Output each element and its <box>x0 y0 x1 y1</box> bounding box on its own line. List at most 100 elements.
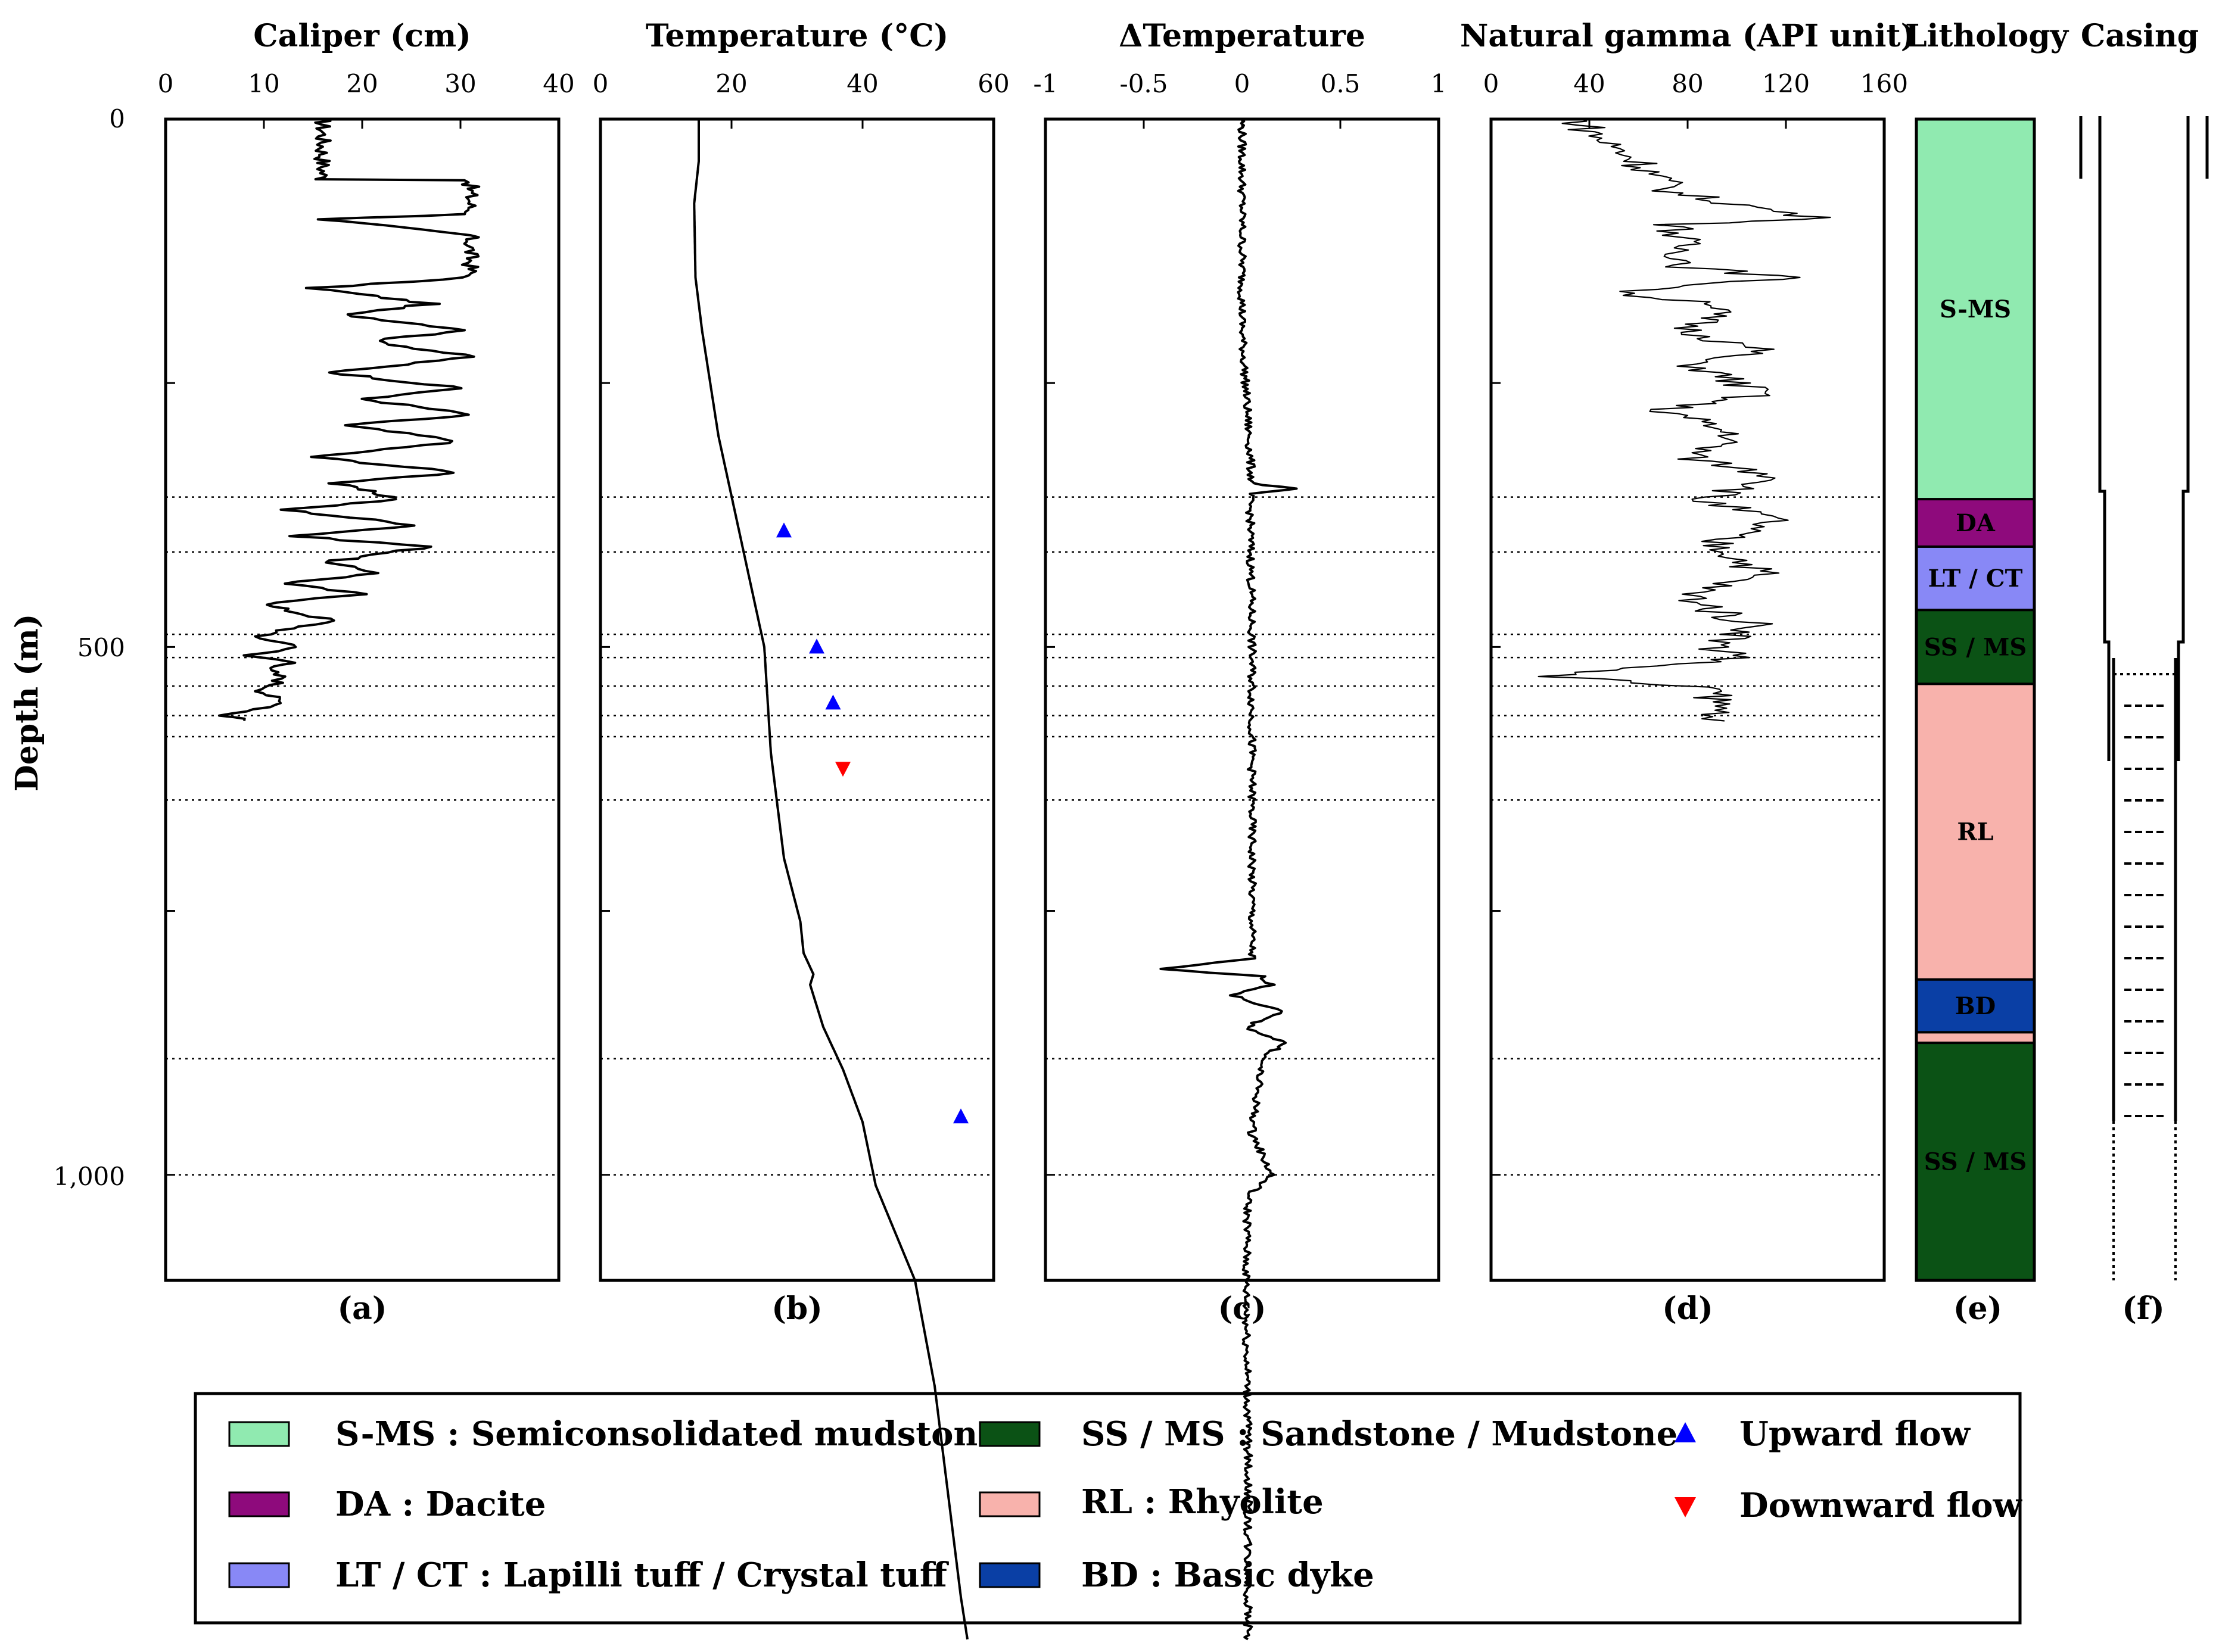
track-title: Lithology <box>1905 18 2069 54</box>
x-axis-ticks: 0 10 20 30 40 <box>158 69 575 1176</box>
casing-left-wall <box>2098 116 2111 761</box>
legend-label: BD : Basic dyke <box>1081 1556 1374 1595</box>
depth-guides <box>600 496 994 1176</box>
legend-label: RL : Rhyolite <box>1081 1482 1324 1522</box>
lithology-layer <box>1915 1042 2036 1282</box>
x-tick-label: 40 <box>1573 69 1605 98</box>
lithology-layer <box>1915 682 2036 981</box>
depth-tick-label: 1,000 <box>54 1162 125 1191</box>
depth-tick-label: 0 <box>109 104 125 133</box>
legend-swatch-s-ms <box>228 1421 290 1447</box>
lithology-layer <box>1915 118 2036 501</box>
downward-flow-marker <box>835 762 851 777</box>
legend-swatch-rl <box>979 1491 1041 1517</box>
panel-label: (e) <box>1953 1291 2002 1327</box>
track-title: Caliper (cm) <box>253 18 471 54</box>
x-tick-label: 120 <box>1762 69 1810 98</box>
upward-flow-marker <box>825 694 841 710</box>
track-natural-gamma: Natural gamma (API unit) 0 40 80 120 160 (d) <box>1460 18 1915 1327</box>
track-title: ΔTemperature <box>1119 18 1365 54</box>
x-tick-label: 10 <box>248 69 279 98</box>
legend-swatch-bd <box>979 1562 1041 1588</box>
casing-diagram <box>2079 116 2209 1280</box>
legend-label: Downward flow <box>1739 1486 2023 1525</box>
track-title: Temperature (°C) <box>646 18 948 54</box>
x-axis-ticks: 0 40 80 120 160 <box>1483 69 1908 1176</box>
x-tick-label: -0.5 <box>1120 69 1168 98</box>
temperature-curve <box>693 119 969 1639</box>
x-tick-label: 60 <box>978 69 1009 98</box>
track-lithology: Lithology S-MS DA LT / CT SS / MS RL BD SS / M… <box>1905 18 2069 1327</box>
flow-markers <box>776 522 969 1124</box>
x-tick-label: 0 <box>1234 69 1250 98</box>
panel-label: (b) <box>771 1291 823 1327</box>
track-frame <box>164 117 561 1282</box>
delta-temperature-curve <box>1159 118 1298 1641</box>
x-axis-ticks: 0 20 40 60 <box>593 69 1010 1176</box>
lithology-layer-label: LT / CT <box>1928 565 2023 593</box>
track-caliper: Caliper (cm) 0 10 20 30 40 (a) <box>158 18 575 1327</box>
x-tick-label: 1 <box>1431 69 1447 98</box>
x-tick-label: -1 <box>1034 69 1058 98</box>
x-tick-label: 30 <box>444 69 476 98</box>
x-tick-label: 0 <box>593 69 609 98</box>
natural-gamma-curve <box>1538 118 1831 722</box>
legend-box <box>194 1392 2022 1625</box>
track-frame <box>1915 117 2036 1282</box>
legend-label: S-MS : Semiconsolidated mudstone <box>335 1414 999 1454</box>
legend-label: DA : Dacite <box>335 1485 546 1524</box>
lithology-layer-label: SS / MS <box>1924 633 2027 661</box>
legend-swatch-lt-ct <box>228 1562 290 1588</box>
upward-flow-icon <box>1675 1422 1696 1442</box>
lithology-layer <box>1915 1031 2036 1045</box>
track-delta-temperature: ΔTemperature -1 -0.5 0 0.5 1 (c) <box>1034 18 1447 1641</box>
track-casing: Casing (f) <box>2079 18 2209 1327</box>
x-tick-label: 0.5 <box>1321 69 1361 98</box>
depth-guides <box>166 496 559 1176</box>
depth-tick-label: 500 <box>77 633 125 662</box>
x-tick-label: 0 <box>1483 69 1499 98</box>
track-frame <box>1489 117 1886 1282</box>
lithology-layer-label: RL <box>1957 818 1993 846</box>
depth-guides <box>1045 496 1439 1176</box>
legend-swatch-da <box>228 1491 290 1517</box>
legend: S-MS : Semiconsolidated mudstone DA : Da… <box>194 1392 2023 1625</box>
upward-flow-marker <box>953 1108 969 1124</box>
x-tick-label: 0 <box>158 69 174 98</box>
panel-label: (a) <box>338 1291 387 1327</box>
x-tick-label: 80 <box>1672 69 1703 98</box>
lithology-layer-label: DA <box>1956 509 1996 537</box>
screen-slots <box>2124 705 2165 1117</box>
x-tick-label: 40 <box>543 69 574 98</box>
upward-flow-marker <box>776 522 792 538</box>
panel-label: (d) <box>1662 1291 1713 1327</box>
panel-label: (c) <box>1218 1291 1266 1327</box>
x-tick-label: 160 <box>1860 69 1908 98</box>
track-frame <box>599 117 995 1282</box>
downward-flow-icon <box>1675 1497 1696 1517</box>
lithology-layer-label: S-MS <box>1940 295 2011 323</box>
x-tick-label: 40 <box>846 69 878 98</box>
panel-label: (f) <box>2122 1291 2165 1327</box>
legend-label: SS / MS : Sandstone / Mudstone <box>1081 1414 1678 1454</box>
depth-guides <box>1491 496 1884 1176</box>
depth-axis-label: Depth (m) <box>9 614 45 792</box>
x-tick-label: 20 <box>715 69 747 98</box>
caliper-curve <box>217 119 481 721</box>
track-title: Natural gamma (API unit) <box>1460 18 1915 54</box>
surface-casing <box>2079 116 2209 179</box>
track-frame <box>1044 117 1440 1282</box>
open-hole-dotted <box>2112 673 2177 1280</box>
casing-right-wall <box>2177 116 2190 761</box>
lithology-column: S-MS DA LT / CT SS / MS RL BD SS / MS <box>1915 118 2036 1282</box>
upward-flow-marker <box>809 638 824 654</box>
track-title: Casing <box>2081 18 2199 54</box>
track-temperature: Temperature (°C) 0 20 40 60 (b) <box>593 18 1010 1639</box>
legend-label: Upward flow <box>1739 1414 1971 1454</box>
lithology-layer-label: BD <box>1955 992 1996 1020</box>
legend-swatch-ss-ms <box>979 1421 1041 1447</box>
lithology-layer-label: SS / MS <box>1924 1148 2027 1176</box>
x-tick-label: 20 <box>346 69 378 98</box>
legend-label: LT / CT : Lapilli tuff / Crystal tuff <box>335 1556 949 1595</box>
